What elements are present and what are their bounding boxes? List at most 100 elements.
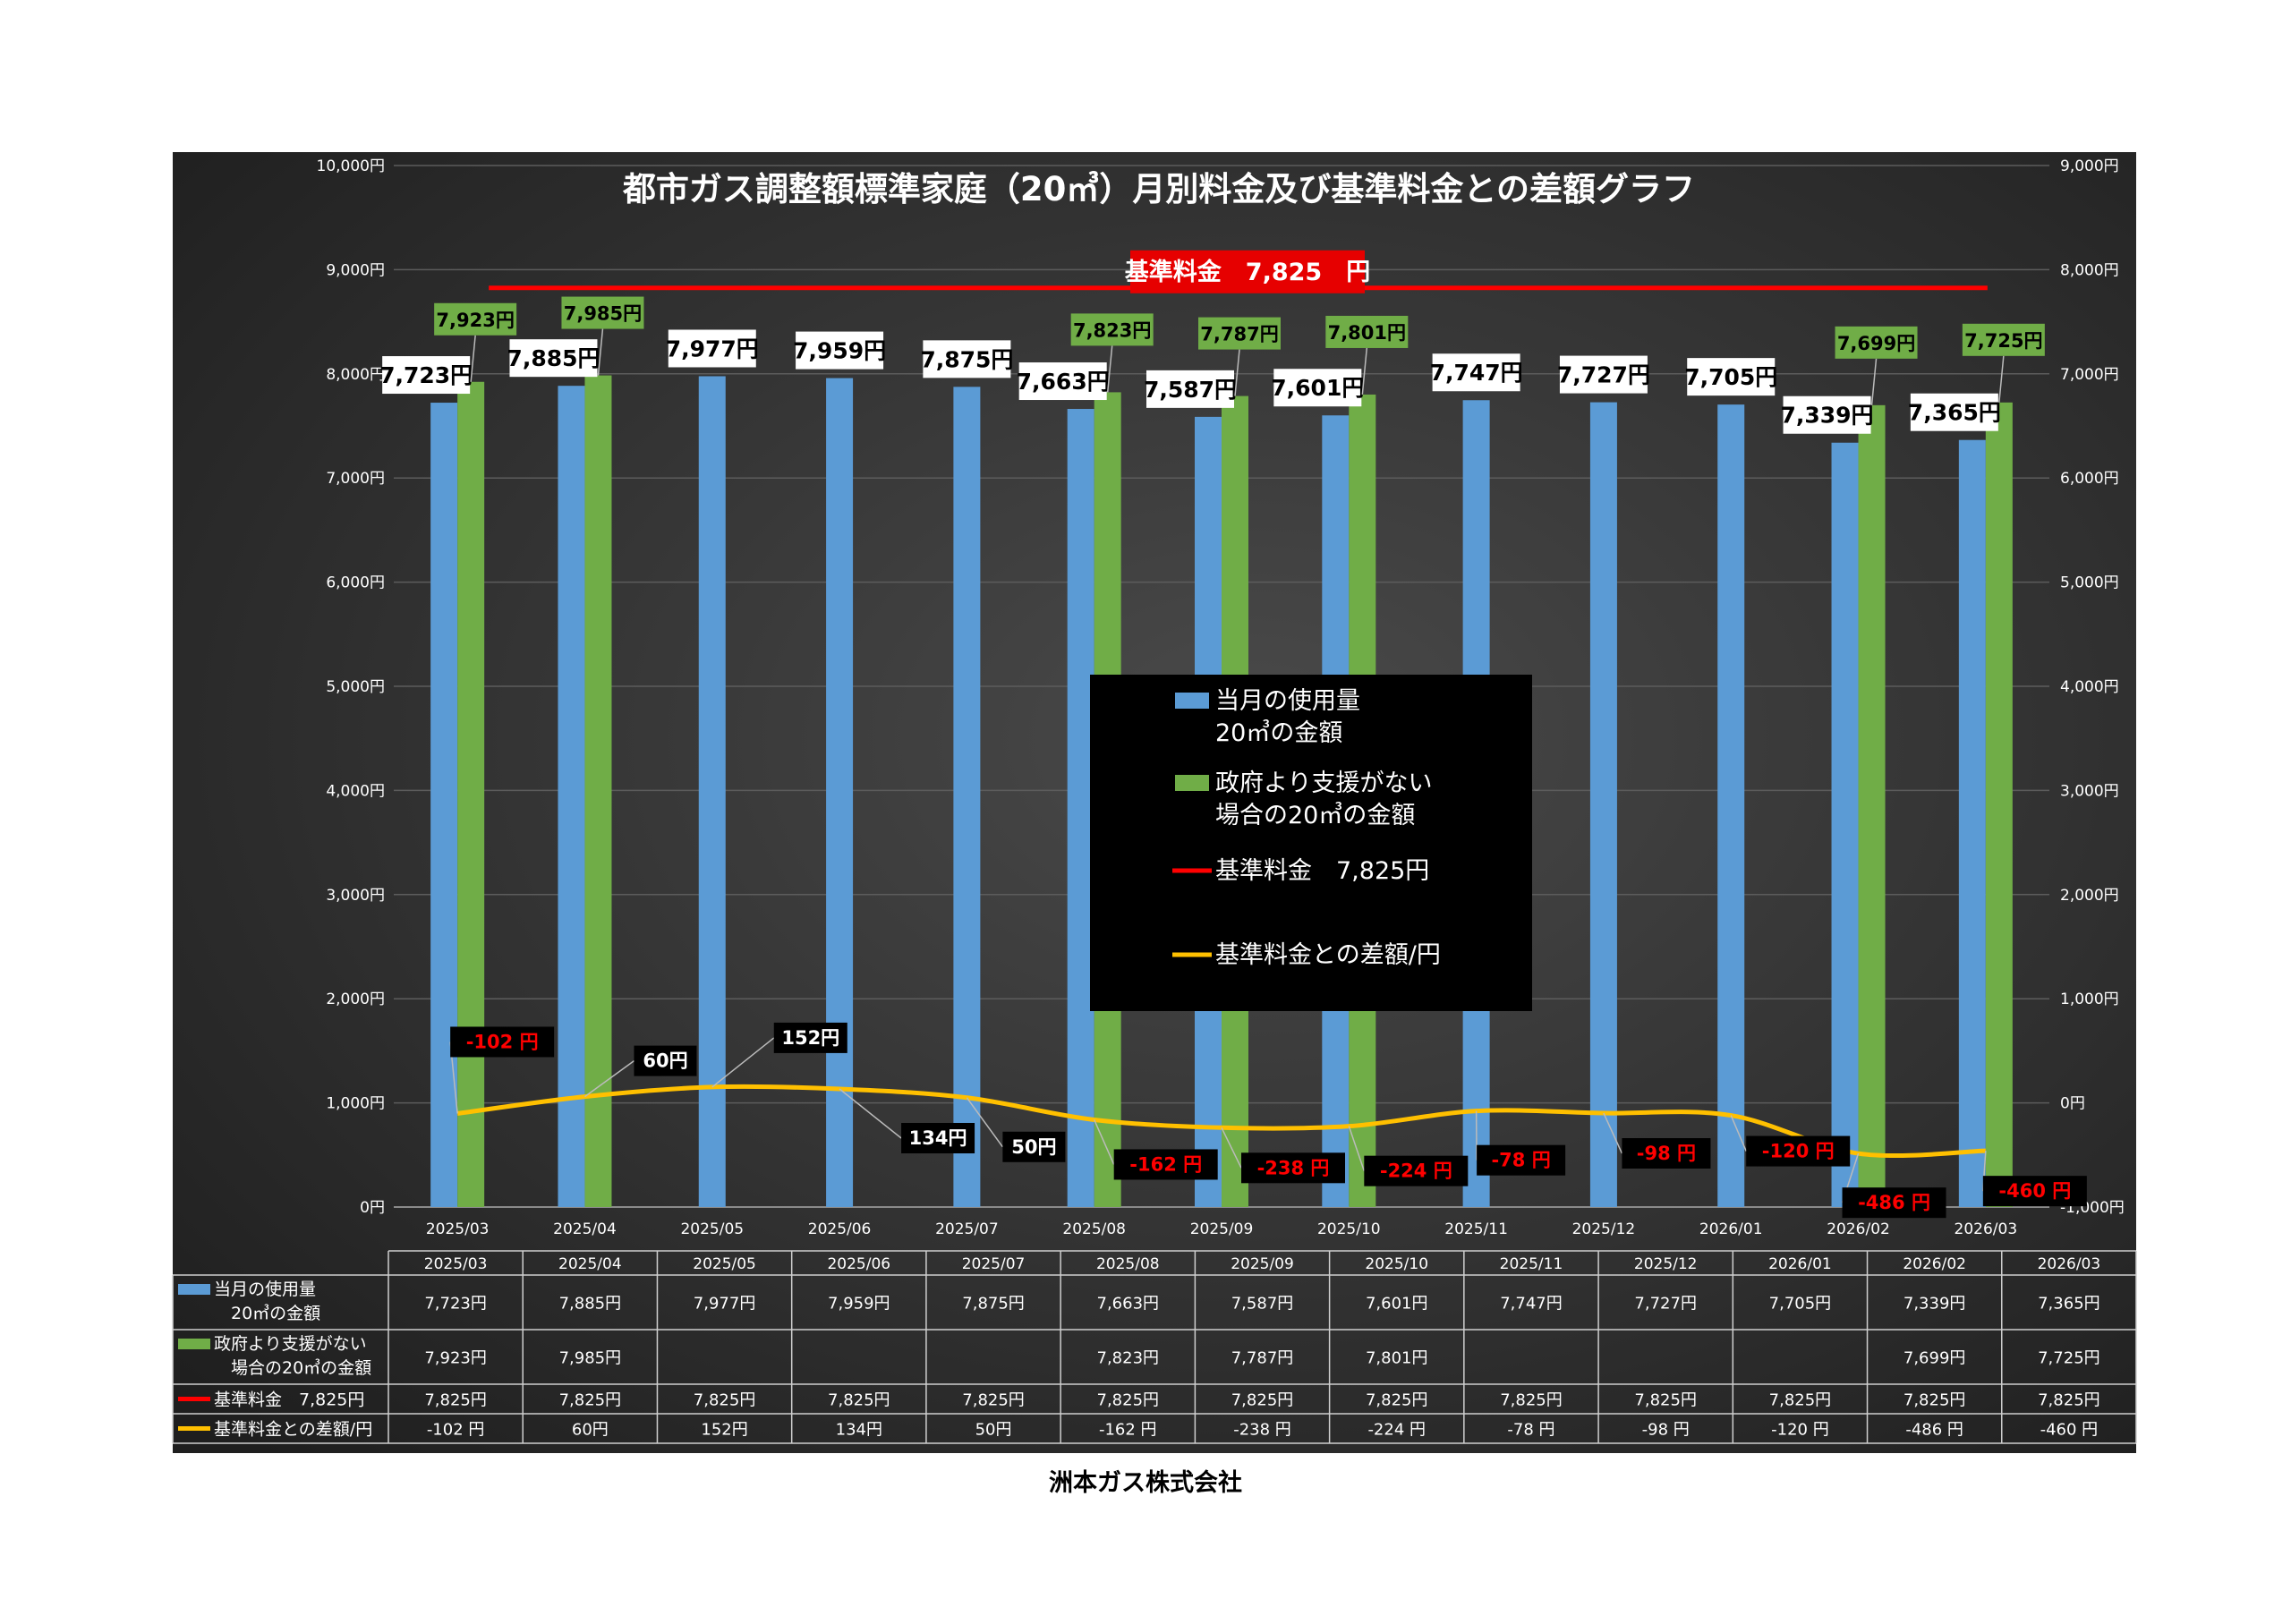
y-left-tick-label: 2,000円 <box>326 991 385 1008</box>
table-cell: -486 円 <box>1905 1421 1963 1440</box>
legend-label: 基準料金との差額/円 <box>1215 941 1441 969</box>
y-left-tick-label: 8,000円 <box>326 366 385 384</box>
table-cell: 7,977円 <box>694 1295 756 1314</box>
bar-current-month <box>1067 409 1094 1207</box>
difference-label-box <box>901 1123 975 1154</box>
table-cell: 7,787円 <box>1231 1349 1294 1368</box>
difference-leader-line <box>966 1097 1003 1148</box>
y-left-tick-label: 5,000円 <box>326 678 385 696</box>
difference-label-box <box>1113 1149 1218 1180</box>
table-cell: 7,725円 <box>2038 1349 2100 1368</box>
difference-leader-line <box>1603 1112 1623 1154</box>
company-name: 洲本ガス株式会社 <box>1049 1468 1242 1497</box>
bar-current-month <box>1958 439 1986 1207</box>
x-tick-label: 2026/01 <box>1699 1220 1763 1238</box>
y-left-tick-label: 4,000円 <box>326 782 385 800</box>
y-left-tick-label: 3,000円 <box>326 887 385 905</box>
x-tick-label: 2025/08 <box>1062 1220 1126 1238</box>
no-subsidy-leader-line <box>1361 347 1368 395</box>
difference-value-label: 60円 <box>643 1050 687 1072</box>
current-value-label: 7,705円 <box>1684 364 1777 390</box>
y-left-tick-label: 7,000円 <box>326 470 385 488</box>
y-right-tick-label: 5,000円 <box>2060 574 2119 592</box>
current-label-box <box>1687 358 1776 396</box>
bar-current-month <box>1831 442 1859 1208</box>
chart-title: 都市ガス調整額標準家庭（20㎥）月別料金及び基準料金との差額グラフ <box>622 170 1695 208</box>
table-cell: 7,823円 <box>1097 1349 1160 1368</box>
no-subsidy-label-box <box>1198 317 1281 350</box>
current-value-label: 7,339円 <box>1780 403 1873 429</box>
legend-label: 当月の使用量 20㎥の金額 <box>1215 687 1360 747</box>
no-subsidy-label-box <box>561 296 644 329</box>
table-cell: 7,825円 <box>694 1391 756 1410</box>
current-label-box <box>1146 370 1234 408</box>
current-value-label: 7,723円 <box>379 362 473 388</box>
no-subsidy-label-box <box>1962 323 2045 356</box>
table-header-cell: 2025/09 <box>1231 1255 1294 1273</box>
difference-leader-line <box>1475 1110 1478 1161</box>
table-cell: -98 円 <box>1642 1421 1690 1440</box>
table-header-cell: 2025/11 <box>1500 1255 1563 1273</box>
bar-no-subsidy <box>1858 404 1886 1207</box>
legend-label: 政府より支援がない場合の20㎥の金額 <box>1215 769 1432 829</box>
difference-leader-line <box>839 1088 902 1139</box>
no-subsidy-leader-line <box>1870 358 1878 405</box>
no-subsidy-leader-line <box>597 328 604 376</box>
y-left-tick-label: 9,000円 <box>326 261 385 279</box>
difference-label-box <box>634 1045 697 1076</box>
table-header-cell: 2026/01 <box>1768 1255 1832 1273</box>
difference-label-box <box>1746 1135 1851 1167</box>
table-cell: 7,825円 <box>2038 1391 2100 1410</box>
no-subsidy-value-label: 7,787円 <box>1200 324 1278 345</box>
table-cell: 7,923円 <box>424 1349 487 1368</box>
legend-swatch <box>1175 775 1209 791</box>
table-cell: 7,723円 <box>424 1295 487 1314</box>
difference-value-label: -238 円 <box>1257 1157 1330 1178</box>
difference-value-label: -98 円 <box>1637 1143 1696 1164</box>
table-cell: 7,801円 <box>1366 1349 1428 1368</box>
difference-value-label: 50円 <box>1011 1136 1056 1158</box>
current-label-box <box>923 340 1011 378</box>
table-cell: 7,825円 <box>424 1391 487 1410</box>
bar-current-month <box>558 386 585 1207</box>
table-cell: 7,365円 <box>2038 1295 2100 1314</box>
no-subsidy-value-label: 7,985円 <box>564 303 642 325</box>
table-cell: 7,875円 <box>962 1295 1025 1314</box>
y-left-tick-label: 6,000円 <box>326 574 385 592</box>
table-header-cell: 2026/03 <box>2038 1255 2101 1273</box>
table-cell: -120 円 <box>1771 1421 1829 1440</box>
no-subsidy-value-label: 7,699円 <box>1837 333 1915 354</box>
table-swatch <box>178 1339 210 1349</box>
current-label-box <box>1559 355 1648 394</box>
difference-label-box <box>1842 1187 1946 1219</box>
table-cell: 152円 <box>701 1421 747 1440</box>
legend <box>1090 675 1532 1011</box>
difference-value-label: -162 円 <box>1129 1153 1202 1175</box>
table-cell: -78 円 <box>1507 1421 1554 1440</box>
current-value-label: 7,875円 <box>920 346 1013 372</box>
table-cell: 7,587円 <box>1231 1295 1294 1314</box>
y-right-tick-label: 8,000円 <box>2060 261 2119 279</box>
table-cell: 7,825円 <box>1903 1391 1966 1410</box>
y-right-tick-label: 4,000円 <box>2060 678 2119 696</box>
table-cell: 7,959円 <box>828 1295 890 1314</box>
table-cell: 7,825円 <box>1500 1391 1563 1410</box>
current-label-box <box>1432 353 1520 392</box>
difference-value-label: 152円 <box>781 1027 839 1049</box>
no-subsidy-value-label: 7,801円 <box>1328 322 1406 344</box>
x-tick-label: 2026/02 <box>1827 1220 1890 1238</box>
current-label-box <box>1783 395 1871 434</box>
no-subsidy-label-box <box>1835 326 1918 359</box>
current-value-label: 7,587円 <box>1144 377 1237 403</box>
table-header-cell: 2025/10 <box>1365 1255 1428 1273</box>
difference-label-box <box>773 1022 847 1053</box>
bar-current-month <box>1717 404 1745 1207</box>
difference-value-label: -102 円 <box>466 1031 539 1052</box>
reference-label: 基準料金 7,825 円 <box>1125 258 1370 286</box>
current-value-label: 7,365円 <box>1908 400 2001 426</box>
bar-current-month <box>430 403 458 1207</box>
table-row-label: 政府より支援がない 場合の20㎥の金額 <box>214 1334 371 1378</box>
table-cell: 50円 <box>975 1421 1012 1440</box>
